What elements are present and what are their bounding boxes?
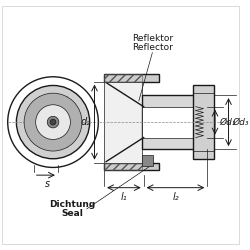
Text: Seal: Seal [62,208,83,218]
Text: l₂: l₂ [172,192,179,202]
Text: s: s [45,179,50,189]
Text: d₂: d₂ [80,117,91,127]
Circle shape [24,93,82,151]
Bar [104,162,159,170]
Bar [104,74,159,82]
Bar [142,95,207,149]
Bar [193,86,214,159]
Circle shape [47,116,59,128]
Bar [104,74,142,82]
Text: l₁: l₁ [120,192,127,202]
Circle shape [50,119,56,125]
Text: Reflektor: Reflektor [132,34,173,43]
Circle shape [16,86,90,159]
Bar [104,162,142,170]
Circle shape [36,105,70,140]
Bar [142,155,153,166]
Text: Reflector: Reflector [132,43,173,52]
Bar [104,82,142,162]
Text: Dichtung: Dichtung [49,200,96,209]
Text: Ød₃: Ød₃ [232,118,249,126]
Text: Ød₁: Ød₁ [219,118,236,126]
Bar [142,107,198,138]
